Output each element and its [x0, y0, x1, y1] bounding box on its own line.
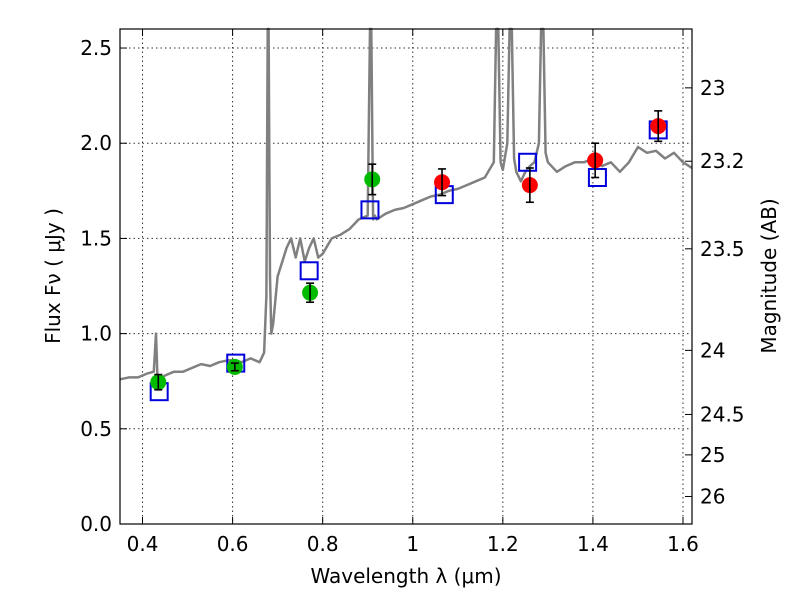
y2-tick-label: 26	[700, 484, 725, 508]
y2-tick-label: 23.2	[700, 149, 745, 173]
grid-lines	[120, 29, 692, 525]
y-tick-label: 0.0	[80, 512, 112, 536]
spectrum-line	[119, 27, 693, 381]
y2-tick-label: 23.5	[700, 237, 745, 261]
model-square	[360, 200, 380, 220]
y2-tick-label: 25	[700, 443, 725, 467]
x-axis-label: Wavelength λ (μm)	[310, 564, 501, 588]
y-tick-label: 2.5	[80, 36, 112, 60]
x-tick-label: 1	[406, 532, 419, 556]
x-tick-label: 0.8	[307, 532, 339, 556]
y2-tick-label: 24	[700, 338, 725, 362]
y-tick-label: 1.5	[80, 226, 112, 250]
x-tick-label: 0.6	[217, 532, 249, 556]
y-tick-label: 1.0	[80, 322, 112, 346]
model-square	[518, 152, 538, 172]
y-axis-label: Flux Fν ( μJy )	[41, 208, 65, 344]
x-tick-label: 1.6	[667, 532, 699, 556]
x-tick-label: 0.4	[127, 532, 159, 556]
y-tick-label: 0.5	[80, 417, 112, 441]
model-spectrum	[119, 27, 693, 381]
x-tick-label: 1.4	[577, 532, 609, 556]
y-tick-label: 2.0	[80, 131, 112, 155]
plot-frame	[119, 28, 693, 525]
y2-tick-label: 23	[700, 76, 725, 100]
model-square	[299, 261, 319, 281]
tick-labels: 0.4 0.6 0.8 1 1.2 1.4 1.6 0.0 0.5 1.0 1.5 2.0 2.5 23 2…	[80, 36, 744, 556]
x-tick-label: 1.2	[487, 532, 519, 556]
y2-axis-label: Magnitude (AB)	[757, 198, 781, 353]
y2-tick-label: 24.5	[700, 402, 745, 426]
axis-ticks	[120, 29, 692, 525]
model-square	[587, 168, 607, 187]
observed-photometry-points	[150, 110, 667, 391]
